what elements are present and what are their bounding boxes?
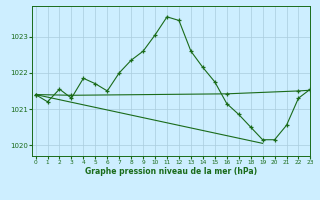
X-axis label: Graphe pression niveau de la mer (hPa): Graphe pression niveau de la mer (hPa) [85, 167, 257, 176]
